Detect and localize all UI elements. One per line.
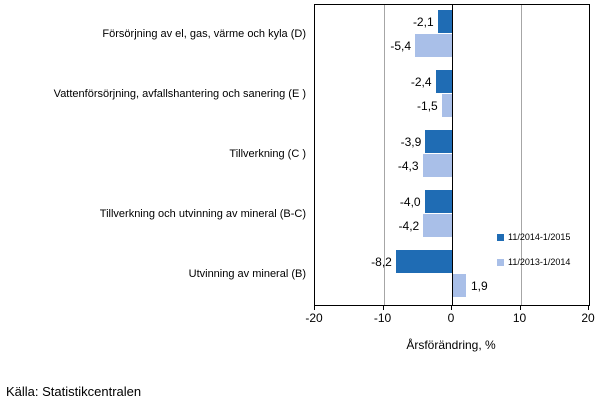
bar-previous	[423, 214, 452, 237]
x-axis-tick	[382, 305, 384, 310]
legend-label: 11/2014-1/2015	[508, 232, 571, 242]
source-note: Källa: Statistikcentralen	[6, 384, 142, 399]
bar-value-label: -2,1	[412, 14, 434, 29]
category-label: Försörjning av el, gas, värme och kyla (…	[102, 27, 306, 40]
legend-label: 11/2013-1/2014	[508, 257, 571, 267]
zero-axis-line	[452, 5, 453, 305]
legend-swatch-icon	[497, 233, 504, 241]
bar-current	[425, 130, 452, 153]
x-axis-tick-label: 20	[581, 311, 595, 325]
bar-value-label: -5,4	[390, 38, 412, 53]
bar-value-label: -2,4	[410, 74, 432, 89]
legend-swatch-icon	[497, 258, 504, 266]
x-axis-tick-label: 0	[447, 311, 455, 325]
category-label: Tillverkning och utvinning av mineral (B…	[99, 207, 306, 220]
bar-value-label: 1,9	[471, 278, 488, 293]
bar-previous	[415, 34, 452, 57]
bar-current	[395, 250, 452, 273]
bar-value-label: -4,0	[399, 194, 421, 209]
bar-current	[424, 190, 452, 213]
legend: 11/2014-1/2015 11/2013-1/2014	[497, 232, 570, 282]
category-label: Utvinning av mineral (B)	[188, 267, 306, 280]
bar-previous	[453, 274, 466, 297]
legend-item: 11/2014-1/2015	[497, 232, 570, 242]
bar-previous	[422, 154, 452, 177]
plot-area: -2,1 -5,4 -2,4 -1,5 -3,9 -4,3 -4,0 -4,2 -8,2 1,9 …	[314, 4, 590, 306]
bar-value-label: -4,2	[398, 218, 420, 233]
gridline	[520, 5, 522, 305]
bar-current	[435, 70, 452, 93]
bar-current	[437, 10, 452, 33]
category-label: Vattenförsörjning, avfallshantering och …	[53, 87, 306, 100]
bar-previous	[441, 94, 452, 117]
x-axis-tick	[519, 305, 521, 310]
gridline	[383, 5, 385, 305]
category-axis: Försörjning av el, gas, värme och kyla (…	[0, 4, 306, 304]
bar-value-label: -3,9	[400, 134, 422, 149]
x-axis-tick-label: -20	[305, 311, 323, 325]
legend-item: 11/2013-1/2014	[497, 257, 570, 267]
x-axis-title: Årsförändring, %	[406, 338, 496, 352]
x-axis-tick-label: 10	[512, 311, 527, 325]
x-axis-tick	[314, 305, 315, 310]
x-axis-tick-label: -10	[373, 311, 392, 325]
x-axis-tick	[451, 305, 452, 310]
category-label: Tillverkning (C )	[229, 147, 306, 160]
bar-value-label: -8,2	[371, 254, 392, 269]
bar-value-label: -1,5	[417, 98, 438, 113]
x-axis-tick	[588, 305, 589, 310]
bar-value-label: -4,3	[397, 158, 419, 173]
